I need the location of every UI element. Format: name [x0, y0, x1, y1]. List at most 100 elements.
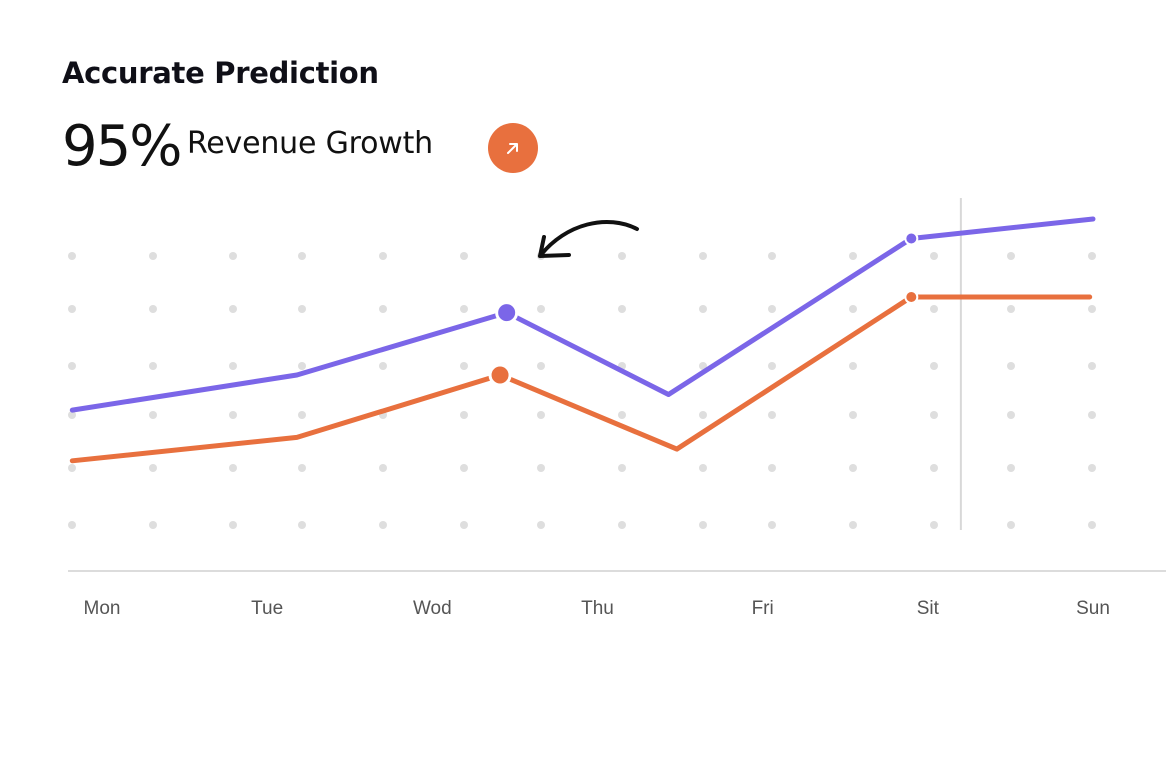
pointer-arrow: [538, 220, 639, 258]
grid-dot-1-0: [68, 305, 76, 313]
grid-dot-1-6: [537, 305, 545, 313]
grid-dot-4-10: [849, 464, 857, 472]
grid-dot-5-4: [379, 521, 387, 529]
grid-dot-5-13: [1088, 521, 1096, 529]
series-layer: [69, 216, 1096, 464]
grid-dot-5-1: [149, 521, 157, 529]
grid-dot-5-12: [1007, 521, 1015, 529]
grid-dot-0-7: [618, 252, 626, 260]
grid-dot-3-7: [618, 411, 626, 419]
grid-dot-4-5: [460, 464, 468, 472]
grid-dot-0-1: [149, 252, 157, 260]
grid-dot-0-4: [379, 252, 387, 260]
grid-dot-4-2: [229, 464, 237, 472]
data-point-orange-1: [904, 290, 919, 304]
grid-dot-2-3: [298, 362, 306, 370]
grid-dot-0-2: [229, 252, 237, 260]
grid-dot-1-4: [379, 305, 387, 313]
grid-dot-5-10: [849, 521, 857, 529]
grid-dot-4-0: [68, 464, 76, 472]
grid-dot-0-11: [930, 252, 938, 260]
grid-dot-1-7: [618, 305, 626, 313]
grid-dot-0-3: [298, 252, 306, 260]
x-tick-label-tue: Tue: [251, 598, 283, 619]
grid-dot-5-0: [68, 521, 76, 529]
grid-dot-5-5: [460, 521, 468, 529]
chart-title: Accurate Prediction: [62, 56, 379, 90]
grid-dot-2-13: [1088, 362, 1096, 370]
grid-dot-1-5: [460, 305, 468, 313]
arrow-up-right-icon: [507, 143, 518, 154]
grid-dot-5-11: [930, 521, 938, 529]
grid-dot-0-5: [460, 252, 468, 260]
grid-dot-5-3: [298, 521, 306, 529]
grid-dot-5-7: [618, 521, 626, 529]
grid-dot-4-8: [699, 464, 707, 472]
grid-dot-4-1: [149, 464, 157, 472]
x-tick-label-sit: Sit: [917, 598, 940, 619]
x-tick-label-sun: Sun: [1076, 598, 1110, 619]
stat-row: 95% Revenue Growth: [62, 112, 582, 182]
grid-dot-3-10: [849, 411, 857, 419]
grid-dot-2-6: [537, 362, 545, 370]
grid-dot-1-1: [149, 305, 157, 313]
grid-dot-3-1: [149, 411, 157, 419]
grid-dot-3-9: [768, 411, 776, 419]
grid-dot-0-9: [768, 252, 776, 260]
grid-dot-4-6: [537, 464, 545, 472]
grid-dot-2-10: [849, 362, 857, 370]
grid-dot-2-0: [68, 362, 76, 370]
grid-dot-3-12: [1007, 411, 1015, 419]
x-tick-labels: Mon Tue Wod Thu Fri Sit Sun: [84, 598, 1110, 619]
grid-dot-2-11: [930, 362, 938, 370]
grid-dot-5-6: [537, 521, 545, 529]
series-line-orange: [69, 294, 1093, 464]
grid-dot-1-2: [229, 305, 237, 313]
series-line-purple: [69, 216, 1096, 413]
data-point-purple-0: [495, 301, 519, 325]
grid-dot-1-11: [930, 305, 938, 313]
x-tick-label-mon: Mon: [84, 598, 121, 619]
grid-dot-3-3: [298, 411, 306, 419]
grid-dot-3-0: [68, 411, 76, 419]
grid-dot-3-8: [699, 411, 707, 419]
grid-dot-1-8: [699, 305, 707, 313]
grid-dot-2-2: [229, 362, 237, 370]
x-tick-label-thu: Thu: [581, 598, 614, 619]
grid-dot-1-3: [298, 305, 306, 313]
grid-dot-5-2: [229, 521, 237, 529]
grid-dot-2-5: [460, 362, 468, 370]
grid-dot-5-8: [699, 521, 707, 529]
grid-dot-0-0: [68, 252, 76, 260]
grid-dot-2-12: [1007, 362, 1015, 370]
stat-label: Revenue Growth: [187, 126, 433, 161]
grid-dot-1-10: [849, 305, 857, 313]
stat-value: 95%: [62, 114, 182, 179]
trend-button[interactable]: [488, 123, 538, 173]
grid-dot-2-8: [699, 362, 707, 370]
data-point-orange-0: [488, 363, 512, 387]
grid-dot-0-8: [699, 252, 707, 260]
grid-dot-2-1: [149, 362, 157, 370]
grid-dot-4-3: [298, 464, 306, 472]
grid-dot-4-9: [768, 464, 776, 472]
grid-dot-4-13: [1088, 464, 1096, 472]
grid-dot-4-4: [379, 464, 387, 472]
grid-dot-4-11: [930, 464, 938, 472]
grid-dot-0-10: [849, 252, 857, 260]
grid-dot-2-4: [379, 362, 387, 370]
grid-dot-3-6: [537, 411, 545, 419]
grid-dot-3-2: [229, 411, 237, 419]
grid-dot-4-7: [618, 464, 626, 472]
grid-dot-5-9: [768, 521, 776, 529]
data-point-purple-1: [904, 231, 919, 246]
grid-dot-1-13: [1088, 305, 1096, 313]
grid-dot-3-13: [1088, 411, 1096, 419]
grid-dot-0-13: [1088, 252, 1096, 260]
grid-dot-2-9: [768, 362, 776, 370]
grid-dot-3-11: [930, 411, 938, 419]
grid-dot-4-12: [1007, 464, 1015, 472]
grid-dot-1-9: [768, 305, 776, 313]
grid-dot-1-12: [1007, 305, 1015, 313]
